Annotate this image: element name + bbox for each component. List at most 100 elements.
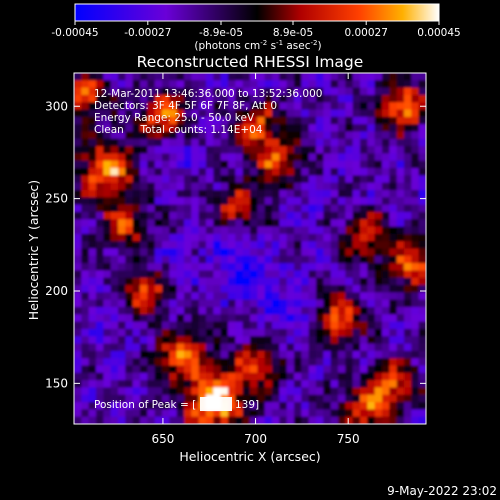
heatmap-cell — [228, 314, 236, 323]
heatmap-cell — [162, 160, 170, 169]
heatmap-cell — [154, 328, 163, 337]
heatmap-cell — [132, 211, 141, 220]
heatmap-cell — [228, 241, 236, 250]
heatmap-cell — [103, 153, 112, 162]
heatmap-cell — [125, 124, 134, 133]
heatmap-cell — [147, 380, 156, 389]
heatmap-cell — [74, 124, 82, 133]
heatmap-cell — [367, 270, 376, 279]
heatmap-cell — [88, 226, 97, 235]
heatmap-cell — [81, 204, 90, 213]
heatmap-cell — [294, 94, 302, 103]
heatmap-cell — [330, 160, 339, 169]
heatmap-cell — [198, 358, 207, 367]
heatmap-cell — [338, 321, 346, 330]
heatmap-cell — [286, 402, 295, 410]
heatmap-cell — [125, 394, 134, 403]
heatmap-cell — [96, 160, 104, 169]
heatmap-cell — [162, 307, 170, 315]
heatmap-cell — [140, 416, 148, 424]
heatmap-cell — [74, 350, 82, 359]
heatmap-cell — [110, 80, 119, 89]
heatmap-cell — [301, 138, 310, 147]
heatmap-cell — [418, 263, 426, 272]
heatmap-cell — [162, 211, 170, 220]
heatmap-cell — [367, 197, 376, 206]
heatmap-cell — [286, 73, 295, 81]
heatmap-cell — [96, 409, 104, 418]
heatmap-cell — [308, 87, 317, 96]
heatmap-cell — [81, 365, 90, 374]
heatmap-cell — [264, 204, 273, 213]
heatmap-cell — [301, 416, 310, 424]
heatmap-cell — [132, 380, 141, 389]
heatmap-cell — [169, 350, 178, 359]
heatmap-cell — [88, 131, 97, 140]
heatmap-cell — [272, 343, 280, 352]
heatmap-cell — [176, 168, 185, 176]
heatmap-cell — [301, 94, 310, 103]
heatmap-cell — [272, 336, 280, 345]
heatmap-cell — [162, 292, 170, 301]
heatmap-cell — [88, 80, 97, 89]
heatmap-cell — [191, 387, 200, 396]
heatmap-cell — [418, 219, 426, 228]
heatmap-cell — [220, 321, 229, 330]
heatmap-cell — [147, 160, 156, 169]
heatmap-cell — [345, 248, 354, 257]
heatmap-cell — [330, 365, 339, 374]
heatmap-cell — [382, 380, 390, 389]
heatmap-cell — [228, 350, 236, 359]
heatmap-cell — [74, 175, 82, 184]
heatmap-cell — [110, 124, 119, 133]
heatmap-cell — [206, 219, 214, 228]
heatmap-cell — [235, 160, 244, 169]
heatmap-cell — [411, 138, 420, 147]
heatmap-cell — [316, 241, 324, 250]
heatmap-cell — [323, 292, 332, 301]
heatmap-cell — [96, 255, 104, 264]
heatmap-cell — [389, 182, 398, 191]
heatmap-cell — [272, 328, 280, 337]
heatmap-cell — [162, 416, 170, 424]
heatmap-cell — [118, 285, 126, 293]
heatmap-cell — [250, 219, 258, 228]
heatmap-cell — [110, 350, 119, 359]
heatmap-cell — [220, 168, 229, 176]
heatmap-cell — [294, 190, 302, 198]
heatmap-cell — [389, 138, 398, 147]
heatmap-cell — [81, 416, 90, 424]
heatmap-cell — [279, 190, 288, 198]
heatmap-cell — [389, 328, 398, 337]
heatmap-cell — [125, 168, 134, 176]
heatmap-cell — [96, 248, 104, 257]
heatmap-cell — [88, 350, 97, 359]
heatmap-cell — [206, 116, 214, 125]
heatmap-cell — [176, 233, 185, 242]
heatmap-cell — [345, 372, 354, 381]
heatmap-cell — [279, 131, 288, 140]
heatmap-cell — [103, 204, 112, 213]
heatmap-cell — [206, 285, 214, 293]
heatmap-cell — [110, 131, 119, 140]
heatmap-cell — [367, 241, 376, 250]
heatmap-cell — [316, 73, 324, 81]
heatmap-cell — [220, 358, 229, 367]
heatmap-cell — [184, 263, 192, 272]
heatmap-cell — [257, 168, 266, 176]
heatmap-cell — [88, 219, 97, 228]
heatmap-cell — [169, 131, 178, 140]
heatmap-cell — [88, 255, 97, 264]
heatmap-cell — [88, 116, 97, 125]
heatmap-cell — [396, 146, 405, 155]
heatmap-cell — [374, 73, 383, 81]
heatmap-cell — [176, 131, 185, 140]
heatmap-cell — [74, 146, 82, 155]
heatmap-cell — [418, 299, 426, 308]
heatmap-cell — [132, 73, 141, 81]
heatmap-cell — [235, 80, 244, 89]
heatmap-cell — [257, 146, 266, 155]
heatmap-cell — [96, 124, 104, 133]
heatmap-cell — [228, 197, 236, 206]
